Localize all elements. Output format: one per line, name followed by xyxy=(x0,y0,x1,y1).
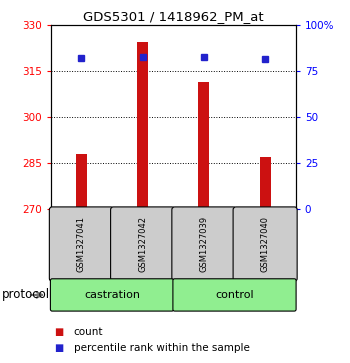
Text: GSM1327040: GSM1327040 xyxy=(261,216,270,272)
Bar xyxy=(137,42,148,209)
Text: GSM1327041: GSM1327041 xyxy=(77,216,86,272)
Text: count: count xyxy=(74,327,103,337)
Bar xyxy=(198,82,209,209)
Text: GSM1327039: GSM1327039 xyxy=(199,216,208,272)
Text: GSM1327042: GSM1327042 xyxy=(138,216,147,272)
Text: control: control xyxy=(215,290,254,300)
Bar xyxy=(76,154,87,209)
Text: ■: ■ xyxy=(54,327,63,337)
Text: ■: ■ xyxy=(54,343,63,354)
Text: castration: castration xyxy=(84,290,140,300)
Text: percentile rank within the sample: percentile rank within the sample xyxy=(74,343,249,354)
Title: GDS5301 / 1418962_PM_at: GDS5301 / 1418962_PM_at xyxy=(83,10,264,23)
Bar xyxy=(260,157,271,209)
Text: protocol: protocol xyxy=(2,289,50,301)
